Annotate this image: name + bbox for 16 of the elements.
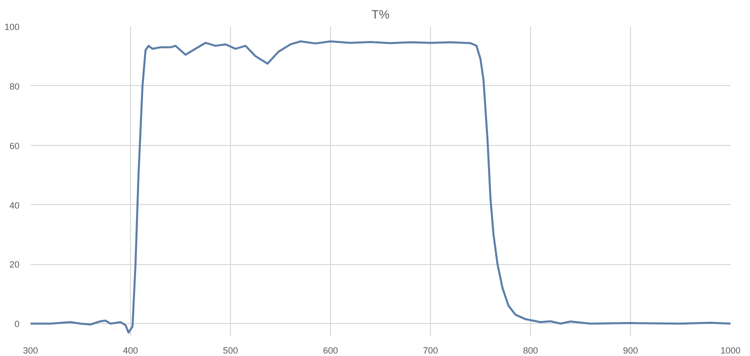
y-tick-label: 80	[9, 81, 20, 92]
x-tick-label: 800	[522, 346, 538, 356]
x-tick-label: 700	[422, 346, 438, 356]
y-tick-label: 0	[14, 319, 20, 330]
y-tick-label: 60	[9, 140, 20, 151]
y-tick-label: 20	[9, 260, 20, 270]
x-tick-label: 600	[322, 346, 338, 356]
x-tick-label: 900	[622, 346, 638, 356]
x-tick-label: 500	[222, 346, 238, 356]
chart-title: T%	[372, 8, 390, 22]
x-tick-label: 1000	[720, 346, 741, 356]
x-tick-label: 400	[122, 346, 138, 356]
y-tick-label: 40	[9, 200, 20, 210]
line-series	[30, 40, 730, 334]
x-tick-label: 300	[22, 346, 38, 356]
y-tick-label: 100	[4, 22, 20, 32]
